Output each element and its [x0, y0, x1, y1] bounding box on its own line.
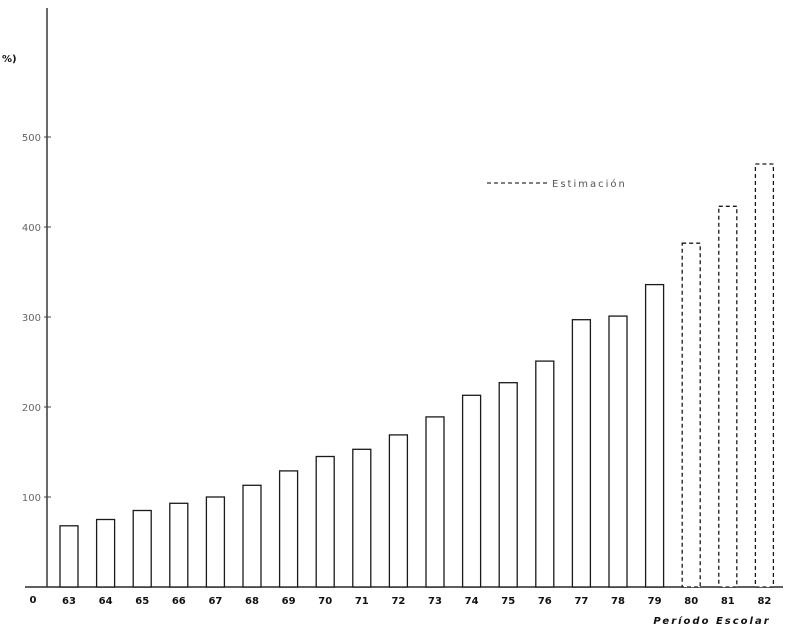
bar-71 [352, 448, 372, 588]
x-axis-label: Período Escolar [653, 615, 770, 627]
x-tick-label: 71 [355, 596, 369, 607]
x-tick-label: 70 [318, 596, 332, 607]
bar-73 [425, 416, 445, 588]
x-tick-label: 64 [99, 596, 113, 607]
bar-67 [205, 496, 226, 588]
bar-66 [169, 502, 189, 588]
bar-estimated-82 [754, 163, 775, 588]
bar-64 [95, 518, 116, 588]
x-tick-label: 82 [757, 596, 771, 607]
x-tick-label: 72 [391, 596, 405, 607]
x-ticks: 63 64 65 66 67 68 69 70 71 72 73 74 75 76 77 78 79 80 81 82 [62, 596, 771, 607]
x-tick-label: 73 [428, 596, 442, 607]
legend: Estimación [487, 178, 627, 190]
bar-78 [608, 315, 628, 588]
y-tick-label: 100 [22, 493, 41, 504]
x-tick-label: 79 [648, 596, 662, 607]
x-tick-label: 74 [465, 596, 479, 607]
x-tick-label: 65 [135, 596, 149, 607]
y-tick-label: 200 [22, 403, 41, 414]
x-tick-label: 67 [208, 596, 222, 607]
y-axis-label: %) [2, 54, 17, 65]
x-tick-label: 78 [611, 596, 625, 607]
x-tick-label: 76 [538, 596, 552, 607]
y-tick-label: 400 [22, 223, 41, 234]
x-tick-label: 66 [172, 596, 186, 607]
x-tick-label: 69 [282, 596, 296, 607]
bar-74 [461, 394, 482, 588]
bar-68 [242, 484, 262, 588]
bar-65 [132, 509, 152, 588]
bar-79 [644, 283, 665, 588]
x-tick-label: 81 [721, 596, 735, 607]
y-ticks: 100 200 300 400 500 [22, 133, 51, 504]
bars [59, 163, 775, 588]
bar-72 [388, 434, 409, 588]
bar-75 [498, 382, 518, 588]
origin-label: 0 [30, 595, 37, 606]
x-tick-label: 77 [574, 596, 588, 607]
y-axis: %) [2, 8, 48, 587]
x-axis: 0 Período Escolar [25, 586, 783, 627]
x-tick-label: 80 [684, 596, 698, 607]
x-tick-label: 75 [501, 596, 515, 607]
y-tick-label: 300 [22, 313, 41, 324]
y-tick-label: 500 [22, 133, 41, 144]
x-tick-label: 63 [62, 596, 76, 607]
bar-76 [535, 360, 555, 588]
bar-70 [315, 455, 335, 588]
bar-69 [278, 470, 299, 588]
x-tick-label: 68 [245, 596, 259, 607]
legend-label: Estimación [552, 178, 627, 190]
bar-63 [59, 525, 79, 588]
bar-estimated-80 [681, 242, 701, 588]
bar-77 [571, 319, 592, 588]
bar-estimated-81 [718, 205, 738, 588]
